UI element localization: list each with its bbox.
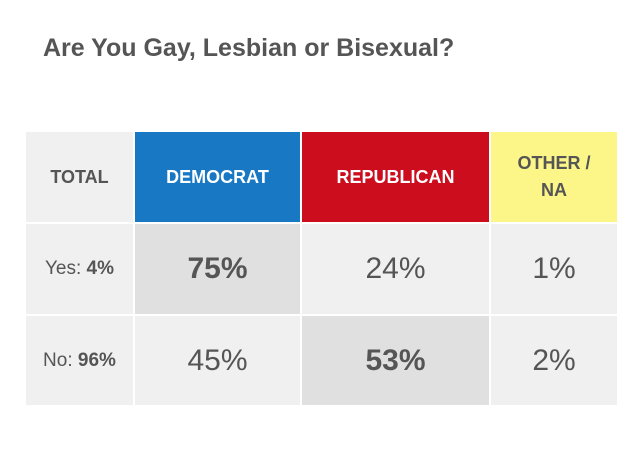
header-other-na: OTHER / NA xyxy=(491,132,617,222)
header-other-line-1: OTHER / xyxy=(517,153,591,173)
yes-republican-value: 24% xyxy=(302,224,489,314)
header-total-label: TOTAL xyxy=(50,166,109,187)
header-republican: REPUBLICAN xyxy=(302,132,489,222)
header-democrat: DEMOCRAT xyxy=(135,132,300,222)
row-label-no: No: 96% xyxy=(26,316,133,405)
no-other-value: 2% xyxy=(491,316,617,405)
answer-no-total: 96% xyxy=(77,349,116,371)
answer-no-label: No: xyxy=(43,349,73,371)
no-republican-value: 53% xyxy=(302,316,489,405)
header-other-line-2: NA xyxy=(540,180,567,200)
header-republican-label: REPUBLICAN xyxy=(336,166,455,187)
no-democrat-value: 45% xyxy=(135,316,300,405)
party-breakdown-table: TOTAL DEMOCRAT REPUBLICAN OTHER / NA Yes… xyxy=(26,132,617,407)
header-democrat-label: DEMOCRAT xyxy=(166,166,269,187)
row-label-yes: Yes: 4% xyxy=(26,224,133,314)
header-total: TOTAL xyxy=(26,132,133,222)
header-other-na-label: OTHER / NA xyxy=(517,150,590,204)
chart-title: Are You Gay, Lesbian or Bisexual? xyxy=(43,34,455,62)
yes-democrat-value: 75% xyxy=(135,224,300,314)
yes-other-value: 1% xyxy=(491,224,617,314)
answer-yes-label: Yes: xyxy=(44,258,82,279)
answer-yes-total: 4% xyxy=(86,258,115,279)
